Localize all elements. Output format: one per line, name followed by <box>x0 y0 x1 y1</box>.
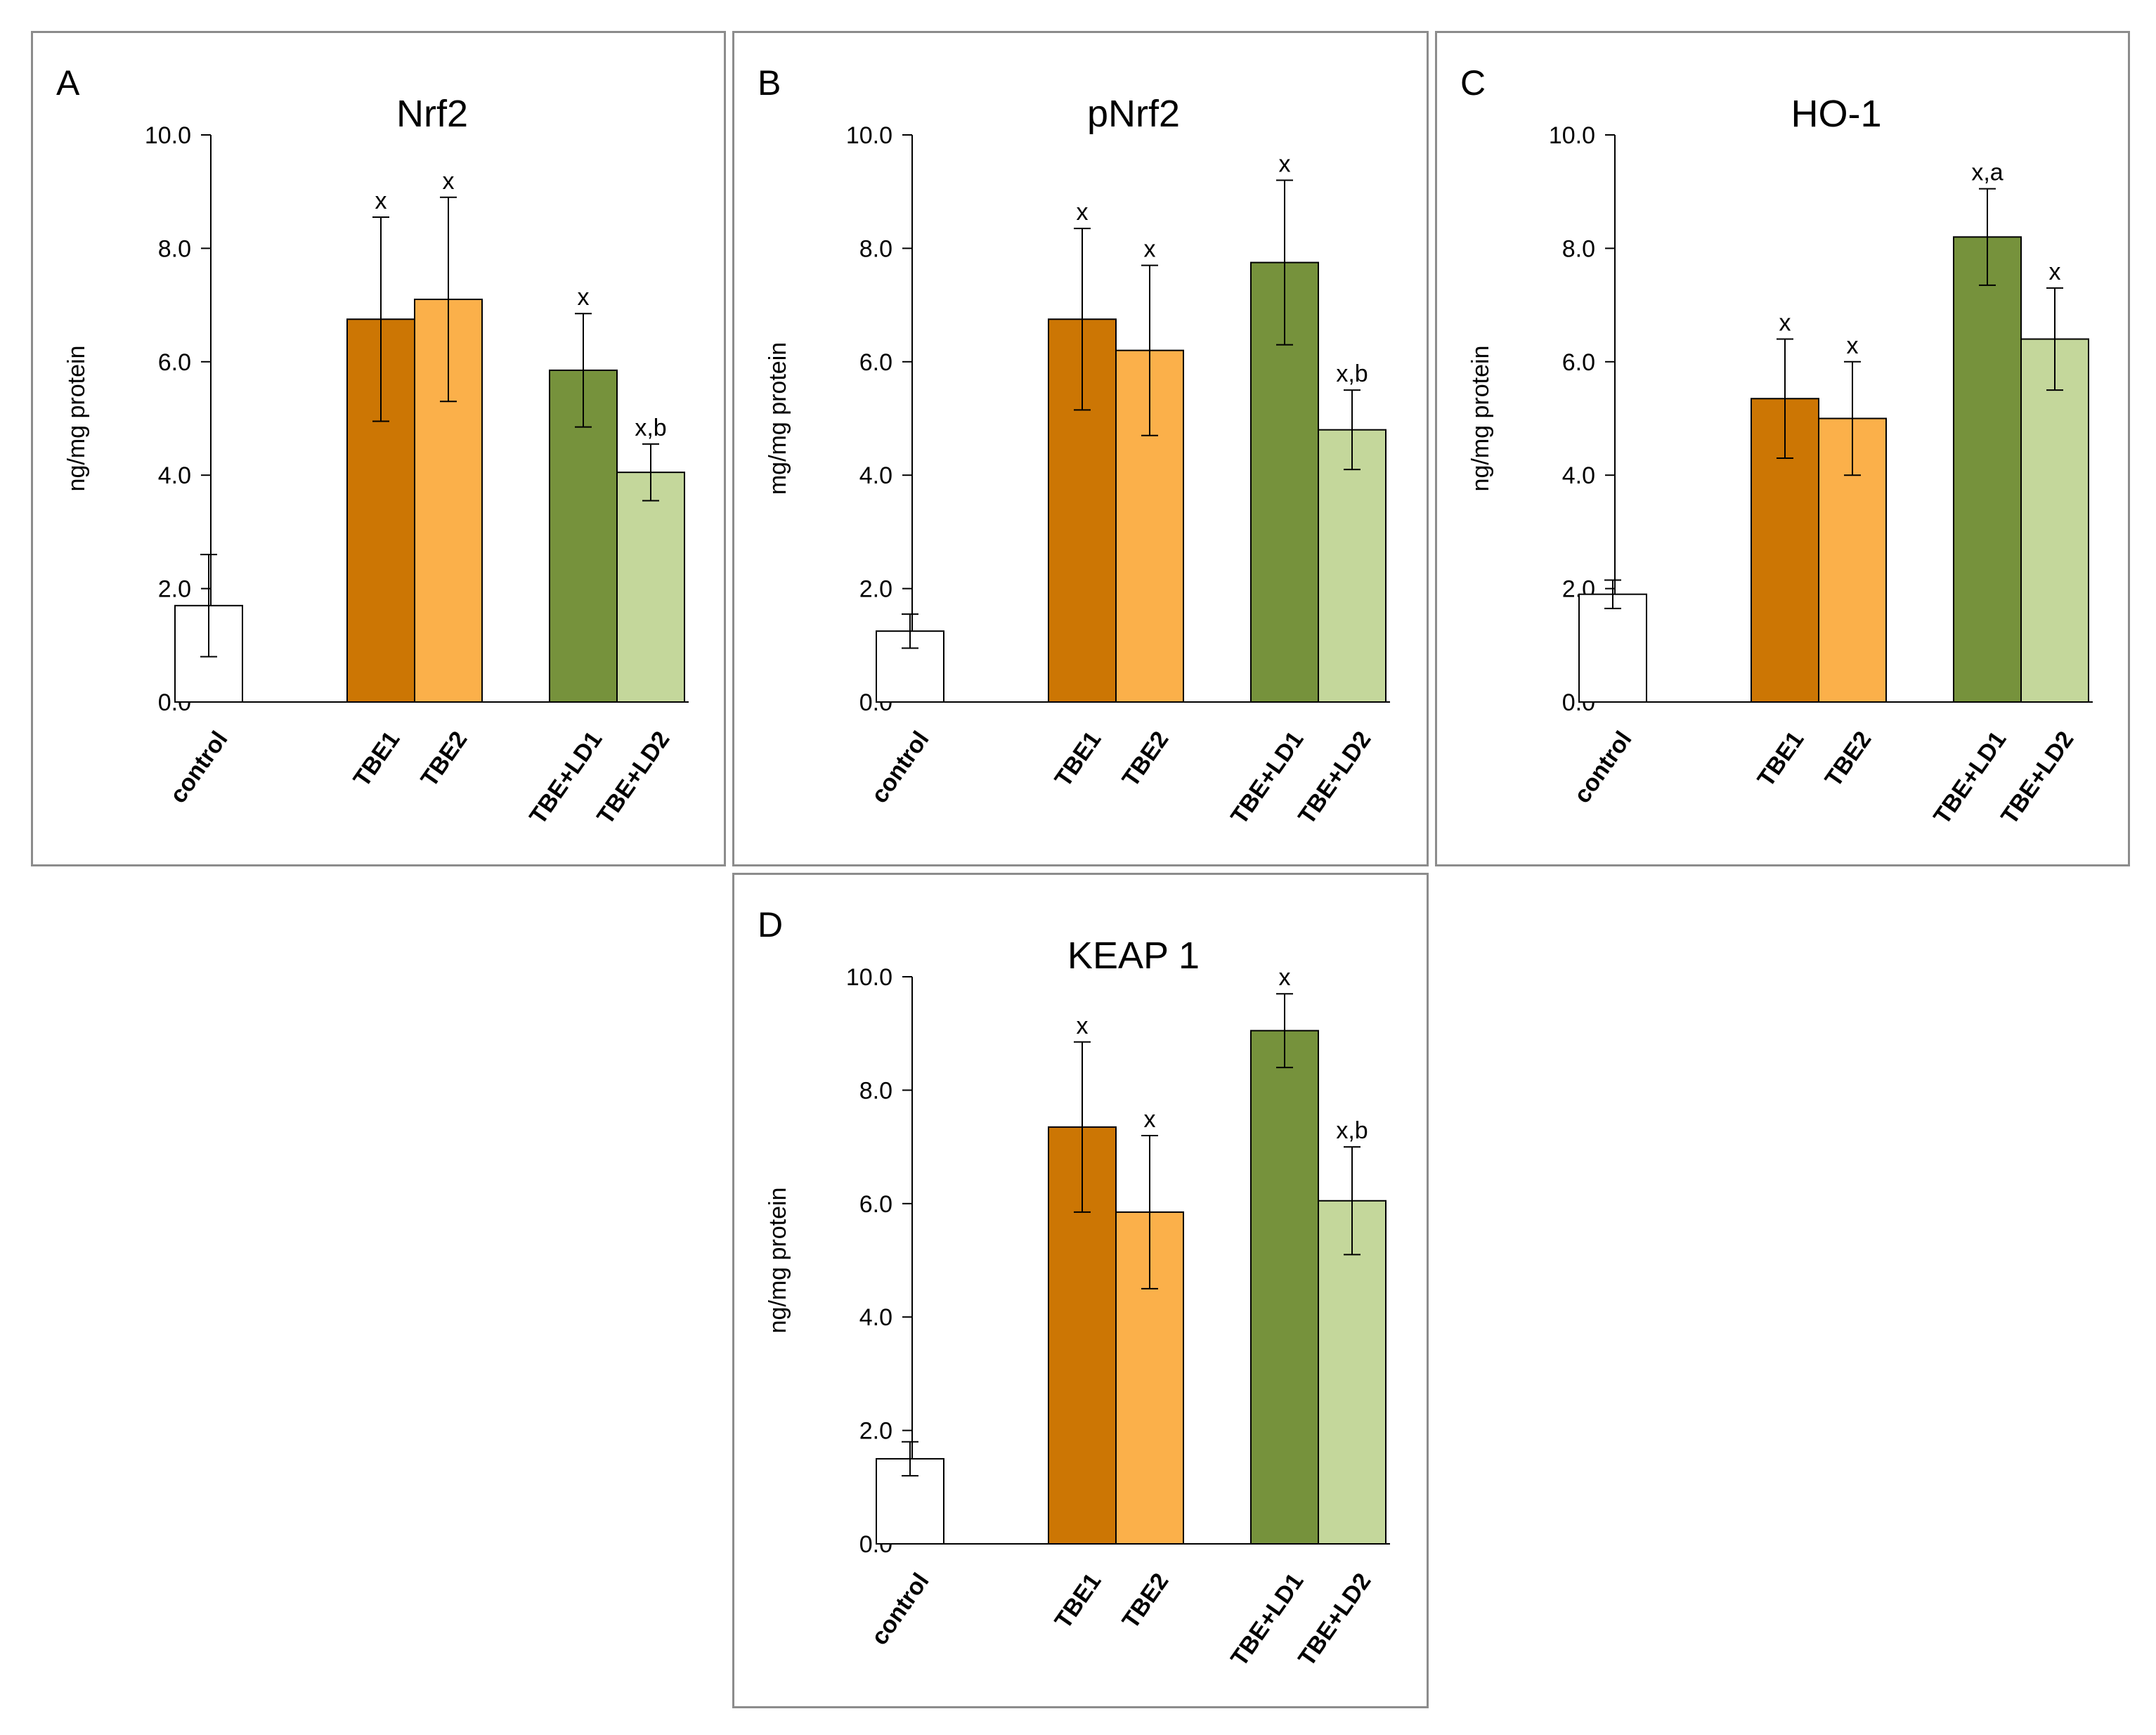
significance-label: x <box>1144 236 1156 263</box>
significance-label: x <box>443 168 455 195</box>
y-axis-title: ng/mg protein <box>765 1188 791 1334</box>
panel-label: A <box>56 63 80 103</box>
y-tick-label: 6.0 <box>158 349 191 376</box>
y-tick-label: 6.0 <box>1562 349 1595 376</box>
chart-title: KEAP 1 <box>1067 935 1200 977</box>
y-tick-label: 4.0 <box>859 462 892 489</box>
significance-label: x,a <box>1971 160 2003 186</box>
panel-frame <box>732 873 1429 1708</box>
significance-label: x,b <box>1336 360 1368 387</box>
y-tick-label: 2.0 <box>859 576 892 603</box>
bar-tbe+ld2 <box>616 472 685 703</box>
x-category-label: TBE1 <box>1050 727 1107 792</box>
x-category-label: control <box>164 727 233 808</box>
significance-label: x <box>2049 259 2061 285</box>
significance-label: x <box>1077 199 1089 226</box>
y-tick-label: 6.0 <box>859 349 892 376</box>
y-tick-label: 2.0 <box>158 576 191 603</box>
y-tick-label: 8.0 <box>859 235 892 262</box>
y-tick-label: 6.0 <box>859 1191 892 1218</box>
bar-tbe+ld1 <box>1953 236 2022 703</box>
significance-label: x <box>375 188 387 214</box>
y-tick-label: 8.0 <box>1562 235 1595 262</box>
y-tick-label: 4.0 <box>1562 462 1595 489</box>
x-category-label: control <box>866 727 934 808</box>
y-tick-label: 10.0 <box>846 964 892 991</box>
y-axis-title: ng/mg protein <box>63 346 90 492</box>
bar-tbe+ld1 <box>1250 1029 1319 1545</box>
x-category-label: TBE1 <box>1050 1568 1107 1634</box>
panel-frame <box>1435 31 2130 866</box>
chart-title: pNrf2 <box>1087 93 1180 135</box>
x-category-label: TBE2 <box>1117 1568 1174 1634</box>
y-tick-label: 8.0 <box>158 235 191 262</box>
y-tick-label: 4.0 <box>158 462 191 489</box>
x-category-label: TBE2 <box>1820 727 1877 792</box>
x-category-label: TBE2 <box>416 727 473 792</box>
x-category-label: TBE2 <box>1117 727 1174 792</box>
significance-label: x <box>1077 1013 1089 1039</box>
panel-a: ANrf20.02.04.06.08.010.0ng/mg proteincon… <box>31 31 726 866</box>
bar-control <box>1578 593 1647 703</box>
x-category-label: control <box>1569 727 1637 808</box>
significance-label: x <box>1847 332 1859 359</box>
significance-label: x <box>1279 964 1291 991</box>
y-axis-title: ng/mg protein <box>1467 346 1494 492</box>
y-tick-label: 10.0 <box>1549 122 1595 149</box>
significance-label: x <box>1279 151 1291 178</box>
y-axis-title: mg/mg protein <box>765 342 791 495</box>
panel-b: BpNrf20.02.04.06.08.010.0mg/mg proteinco… <box>732 31 1429 866</box>
significance-label: x,b <box>1336 1117 1368 1144</box>
x-category-label: TBE1 <box>1753 727 1810 792</box>
y-tick-label: 10.0 <box>145 122 191 149</box>
x-category-label: control <box>866 1568 934 1650</box>
panel-frame <box>732 31 1429 866</box>
bar-tbe+ld2 <box>1318 429 1387 703</box>
panel-label: D <box>758 905 783 944</box>
panel-label: C <box>1460 63 1486 103</box>
panel-frame <box>31 31 726 866</box>
significance-label: x,b <box>635 415 666 441</box>
bar-tbe+ld2 <box>2020 338 2089 703</box>
y-tick-label: 10.0 <box>846 122 892 149</box>
x-category-label: TBE1 <box>349 727 405 792</box>
y-tick-label: 8.0 <box>859 1077 892 1104</box>
chart-title: HO-1 <box>1791 93 1881 135</box>
y-tick-label: 2.0 <box>859 1418 892 1445</box>
chart-title: Nrf2 <box>396 93 468 135</box>
panel-c: CHO-10.02.04.06.08.010.0ng/mg proteincon… <box>1435 31 2130 866</box>
panel-label: B <box>758 63 781 103</box>
significance-label: x <box>578 284 590 311</box>
significance-label: x <box>1144 1106 1156 1133</box>
y-tick-label: 4.0 <box>859 1304 892 1331</box>
significance-label: x <box>1779 310 1791 337</box>
